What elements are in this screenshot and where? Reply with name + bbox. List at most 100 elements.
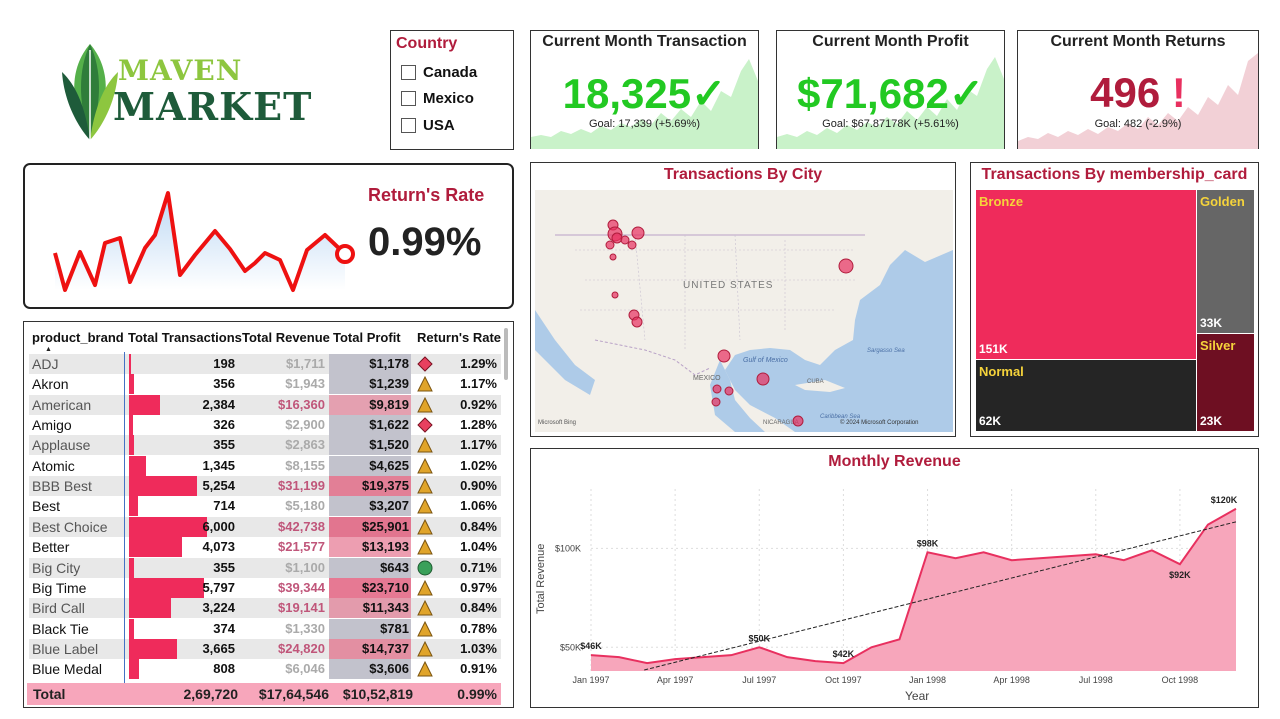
table-row[interactable]: American 2,384 $16,360 $9,819 0.92%	[29, 394, 501, 415]
cell-transactions: 3,665	[202, 640, 235, 656]
table-row[interactable]: Akron 356 $1,943 $1,239 1.17%	[29, 374, 501, 395]
cell-profit: $1,239	[329, 374, 411, 395]
transactions-databar	[129, 516, 207, 537]
kpi-card-transactions[interactable]: Current Month Transaction 18,325✓ Goal: …	[530, 30, 759, 149]
cell-revenue: $8,155	[285, 457, 325, 473]
cell-revenue: $31,199	[278, 478, 325, 494]
transactions-databar	[129, 638, 177, 659]
transactions-databar	[129, 496, 139, 517]
cell-revenue: $19,141	[278, 600, 325, 616]
return-rate-card[interactable]: Return's Rate 0.99%	[23, 163, 514, 309]
cell-profit: $14,737	[329, 638, 411, 659]
city-bubble[interactable]	[711, 397, 721, 407]
tile-value: 23K	[1200, 414, 1223, 428]
checkbox[interactable]	[401, 117, 416, 133]
treemap-tile-bronze[interactable]: Bronze 151K	[976, 190, 1196, 359]
transactions-databar	[129, 476, 197, 497]
cell-brand: Atomic	[32, 457, 75, 474]
table-row[interactable]: Best 714 $5,180 $3,207 1.06%	[29, 496, 501, 517]
triangle-warning-icon	[417, 396, 435, 413]
bing-logo: Microsoft Bing	[538, 420, 576, 426]
city-bubble[interactable]	[631, 226, 645, 240]
kpi-card-returns[interactable]: Current Month Returns 496 ! Goal: 482 (-…	[1017, 30, 1259, 149]
treemap-tile-normal[interactable]: Normal 62K	[976, 360, 1196, 431]
transactions-databar	[129, 577, 204, 598]
city-bubble[interactable]	[611, 291, 619, 299]
membership-card-treemap: Transactions By membership_card Bronze 1…	[970, 162, 1259, 437]
cell-transactions: 326	[213, 417, 235, 433]
table-row[interactable]: Amigo 326 $2,900 $1,622 1.28%	[29, 415, 501, 436]
cell-brand: Applause	[32, 437, 91, 454]
cell-return-rate: 0.71%	[460, 559, 497, 575]
city-bubble[interactable]	[631, 316, 643, 328]
triangle-warning-icon	[417, 477, 435, 494]
country-option-mexico[interactable]: Mexico	[401, 88, 474, 108]
city-bubble[interactable]	[609, 253, 617, 261]
cell-return-rate: 0.90%	[460, 478, 497, 494]
city-bubble[interactable]	[605, 240, 615, 250]
y-axis-label: Total Revenue	[535, 543, 547, 614]
kpi-value: 18,325✓	[562, 70, 727, 117]
transactions-by-city-map[interactable]: Transactions By City UNITED STATES Gulf …	[530, 162, 956, 437]
city-bubble[interactable]	[712, 384, 722, 394]
city-bubble[interactable]	[717, 349, 731, 363]
table-row[interactable]: Applause 355 $2,863 $1,520 1.17%	[29, 435, 501, 456]
triangle-warning-icon	[417, 600, 435, 616]
tile-name: Silver	[1200, 338, 1236, 353]
sort-ascending-icon[interactable]: ▲	[45, 346, 52, 353]
city-bubble[interactable]	[792, 415, 804, 427]
cell-return-rate: 1.04%	[460, 539, 497, 555]
kpi-card-profit[interactable]: Current Month Profit $71,682✓ Goal: $67.…	[776, 30, 1005, 149]
checkbox[interactable]	[401, 90, 416, 106]
cell-revenue: $6,046	[285, 661, 325, 677]
cell-transactions: 356	[213, 376, 235, 392]
map-label-caribbean: Caribbean Sea	[820, 414, 861, 420]
cell-return-rate: 1.03%	[460, 640, 497, 656]
cell-profit: $3,606	[329, 659, 411, 680]
city-bubble[interactable]	[611, 232, 623, 244]
column-header-total-profit[interactable]: Total Profit	[333, 330, 401, 345]
transactions-databar	[129, 557, 134, 578]
table-row[interactable]: Best Choice 6,000 $42,738 $25,901 0.84%	[29, 516, 501, 537]
chart-title: Monthly Revenue	[828, 453, 961, 470]
table-scrollbar[interactable]	[504, 328, 508, 380]
cell-transactions: 5,254	[202, 478, 235, 494]
column-header-return-rate[interactable]: Return's Rate	[417, 330, 501, 345]
treemap-title: Transactions By membership_card	[981, 166, 1248, 183]
cell-profit: $1,622	[329, 415, 411, 436]
table-row[interactable]: Blue Medal 808 $6,046 $3,606 0.91%	[29, 659, 501, 680]
table-row[interactable]: Black Tie 374 $1,330 $781 0.78%	[29, 618, 501, 639]
circle-ok-icon	[417, 560, 435, 576]
kpi-goal: Goal: $67.87178K (+5.61%)	[822, 118, 959, 130]
table-row[interactable]: ADJ 198 $1,711 $1,178 1.29%	[29, 354, 501, 374]
country-option-canada[interactable]: Canada	[401, 62, 477, 82]
transactions-databar	[129, 618, 134, 639]
map-canvas[interactable]: UNITED STATES Gulf of Mexico MEXICO CUBA…	[535, 190, 953, 432]
table-row[interactable]: Atomic 1,345 $8,155 $4,625 1.02%	[29, 455, 501, 476]
column-header-total-transactions[interactable]: Total Transactions	[128, 330, 242, 345]
city-bubble[interactable]	[756, 372, 770, 386]
treemap-tile-golden[interactable]: Golden 33K	[1197, 190, 1254, 333]
city-bubble[interactable]	[838, 258, 854, 274]
monthly-revenue-chart: Monthly Revenue $50K $100K Jan 1997 Apr 199…	[530, 448, 1259, 708]
city-bubble[interactable]	[627, 240, 637, 250]
treemap-tile-silver[interactable]: Silver 23K	[1197, 334, 1254, 431]
city-bubble[interactable]	[724, 386, 734, 396]
table-row[interactable]: Blue Label 3,665 $24,820 $14,737 1.03%	[29, 638, 501, 659]
axis-line	[124, 352, 125, 704]
table-row[interactable]: Big Time 5,797 $39,344 $23,710 0.97%	[29, 577, 501, 598]
total-rate: 0.99%	[457, 686, 497, 702]
table-row[interactable]: Big City 355 $1,100 $643 0.71%	[29, 557, 501, 578]
table-row[interactable]: Better 4,073 $21,577 $13,193 1.04%	[29, 537, 501, 558]
country-option-usa[interactable]: USA	[401, 115, 455, 135]
checkbox[interactable]	[401, 64, 416, 80]
table-row[interactable]: BBB Best 5,254 $31,199 $19,375 0.90%	[29, 476, 501, 497]
x-tick-label: Jan 1998	[909, 675, 946, 685]
map-copyright: © 2024 Microsoft Corporation	[840, 419, 918, 426]
cell-profit: $1,178	[329, 354, 411, 374]
tile-name: Golden	[1200, 194, 1245, 209]
city-bubble[interactable]	[620, 235, 630, 245]
column-header-total-revenue[interactable]: Total Revenue	[242, 330, 330, 345]
table-row[interactable]: Bird Call 3,224 $19,141 $11,343 0.84%	[29, 598, 501, 619]
column-header-product-brand[interactable]: product_brand	[32, 330, 124, 345]
